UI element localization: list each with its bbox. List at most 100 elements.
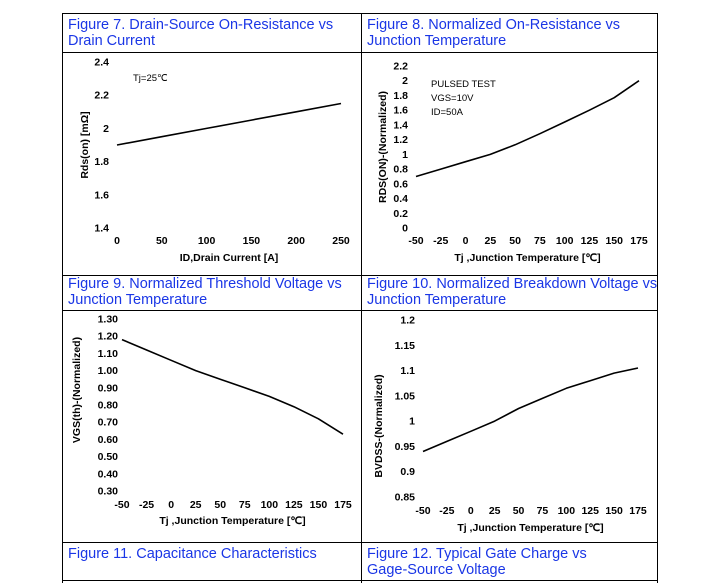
fig7-x-axis-label: ID,Drain Current [A]: [180, 252, 279, 264]
fig10-x-tick-label: 0: [468, 505, 474, 517]
fig8-y-tick-label: 1.2: [393, 134, 408, 146]
figure-grid: [62, 13, 658, 583]
caption-fig10-line2: Junction Temperature: [367, 292, 507, 308]
fig7-series-line: [116, 102, 342, 146]
caption-fig12-line1: Figure 12. Typical Gate Charge vs: [367, 546, 587, 562]
fig10-x-tick-label: -50: [415, 505, 430, 517]
fig7-y-tick-label: 1.8: [94, 156, 109, 168]
fig10-y-tick-label: 1: [409, 416, 415, 428]
fig9-y-tick-label: 0.60: [98, 434, 119, 446]
fig9-y-tick-label: 1.30: [98, 314, 119, 326]
fig10-y-tick-label: 0.85: [395, 492, 416, 504]
fig9-y-tick-label: 0.30: [98, 486, 119, 498]
fig7-x-tick-label: 50: [156, 235, 168, 247]
fig9-y-tick-label: 1.20: [98, 331, 119, 343]
fig8-x-tick-label: 25: [484, 235, 496, 247]
caption-fig12-line2: Gage-Source Voltage: [367, 562, 506, 578]
fig7-x-tick-label: 100: [198, 235, 216, 247]
fig10-y-tick-label: 0.9: [400, 466, 415, 478]
fig8-y-tick-label: 0.2: [393, 208, 408, 220]
fig8-annotation: ID=50A: [431, 107, 464, 118]
fig9-x-tick-label: 150: [310, 499, 328, 511]
fig9-x-tick-label: 175: [334, 499, 352, 511]
fig7-y-tick-label: 1.6: [94, 189, 109, 201]
fig7-x-tick-label: 250: [332, 235, 350, 247]
fig7-y-tick-label: 2.4: [94, 57, 109, 69]
caption-fig8-line2: Junction Temperature: [367, 33, 507, 49]
grid-line-row1-bottom: [62, 275, 658, 276]
fig9-y-tick-label: 0.80: [98, 400, 119, 412]
fig8-y-tick-label: 1.8: [393, 90, 408, 102]
fig9-x-tick-label: 50: [214, 499, 226, 511]
fig10-x-tick-label: -25: [439, 505, 454, 517]
fig10-y-tick-label: 1.1: [400, 365, 415, 377]
fig8-y-tick-label: 2: [402, 75, 408, 87]
fig10-y-tick-label: 1.15: [395, 340, 416, 352]
fig10-y-axis-label: BVDSS-(Normalized): [373, 374, 385, 477]
fig10-x-tick-label: 75: [537, 505, 549, 517]
fig7-y-tick-label: 1.4: [94, 223, 109, 235]
caption-fig8-line1: Figure 8. Normalized On-Resistance vs: [367, 17, 621, 33]
fig8-annotation: PULSED TEST: [431, 79, 496, 90]
fig9-x-tick-label: 0: [168, 499, 174, 511]
caption-fig9-line1: Figure 9. Normalized Threshold Voltage v…: [68, 276, 342, 292]
caption-fig10-line1: Figure 10. Normalized Breakdown Voltage …: [367, 276, 658, 292]
fig8-y-axis-label: RDS(ON)-(Normalized): [377, 91, 389, 203]
fig9-x-tick-label: 75: [239, 499, 251, 511]
caption-fig12: Figure 12. Typical Gate Charge vs Gage-S…: [367, 546, 587, 578]
fig8-x-tick-label: 175: [630, 235, 648, 247]
fig8-x-tick-label: 0: [463, 235, 469, 247]
fig10-x-tick-label: 125: [581, 505, 599, 517]
fig8-annotation: VGS=10V: [431, 93, 474, 104]
fig9-x-tick-label: 100: [261, 499, 279, 511]
caption-fig9-line2: Junction Temperature: [68, 292, 208, 308]
fig10-x-tick-label: 150: [605, 505, 623, 517]
fig7-y-axis-label: Rds(on) [mΩ]: [79, 111, 91, 178]
fig10-x-axis-label: Tj ,Junction Temperature [℃]: [457, 522, 603, 534]
grid-line-under-fig11-12-captions: [62, 580, 658, 581]
fig8-x-tick-label: 50: [509, 235, 521, 247]
fig7-y-tick-label: 2: [103, 123, 109, 135]
fig9-x-axis-label: Tj ,Junction Temperature [℃]: [159, 515, 305, 527]
fig9-y-tick-label: 0.70: [98, 417, 119, 429]
caption-fig11: Figure 11. Capacitance Characteristics: [68, 546, 317, 562]
fig10-x-tick-label: 175: [629, 505, 647, 517]
fig7-x-tick-label: 150: [243, 235, 261, 247]
fig8-y-tick-label: 2.2: [393, 61, 408, 73]
caption-fig7-line2: Drain Current: [68, 33, 156, 49]
fig7-x-tick-label: 200: [287, 235, 305, 247]
fig8-y-tick-label: 1.6: [393, 105, 408, 117]
fig8-x-tick-label: 100: [556, 235, 574, 247]
fig9-x-tick-label: -25: [139, 499, 154, 511]
fig9-y-axis-label: VGS(th)-(Normalized): [71, 337, 83, 443]
caption-fig10: Figure 10. Normalized Breakdown Voltage …: [367, 276, 657, 308]
caption-fig11-line1: Figure 11. Capacitance Characteristics: [68, 546, 317, 562]
caption-fig7: Figure 7. Drain-Source On-Resistance vs …: [68, 17, 333, 49]
grid-line-top: [62, 13, 658, 14]
fig10-x-tick-label: 50: [513, 505, 525, 517]
fig9-y-tick-label: 1.10: [98, 348, 119, 360]
caption-fig7-line1: Figure 7. Drain-Source On-Resistance vs: [68, 17, 334, 33]
fig8-y-tick-label: 1.4: [393, 119, 408, 131]
fig8-x-tick-label: -25: [433, 235, 448, 247]
fig8-x-tick-label: 125: [581, 235, 599, 247]
fig10-x-tick-label: 25: [489, 505, 501, 517]
fig8-series-line: [415, 80, 640, 178]
fig10-y-tick-label: 0.95: [395, 441, 416, 453]
grid-line-middle: [361, 13, 362, 583]
fig9-x-tick-label: 25: [190, 499, 202, 511]
fig9-x-tick-label: 125: [285, 499, 303, 511]
fig8-x-axis-label: Tj ,Junction Temperature [℃]: [454, 252, 600, 264]
caption-fig9: Figure 9. Normalized Threshold Voltage v…: [68, 276, 342, 308]
fig9-series-line: [121, 338, 344, 435]
fig8-x-tick-label: -50: [408, 235, 423, 247]
fig10-x-tick-label: 100: [558, 505, 576, 517]
fig8-y-tick-label: 0: [402, 223, 408, 235]
fig8-y-tick-label: 0.8: [393, 164, 408, 176]
fig10-series-line: [422, 367, 639, 453]
fig7-y-tick-label: 2.2: [94, 90, 109, 102]
fig8-x-tick-label: 150: [605, 235, 623, 247]
fig10-y-tick-label: 1.05: [395, 390, 416, 402]
fig9-y-tick-label: 0.50: [98, 451, 119, 463]
